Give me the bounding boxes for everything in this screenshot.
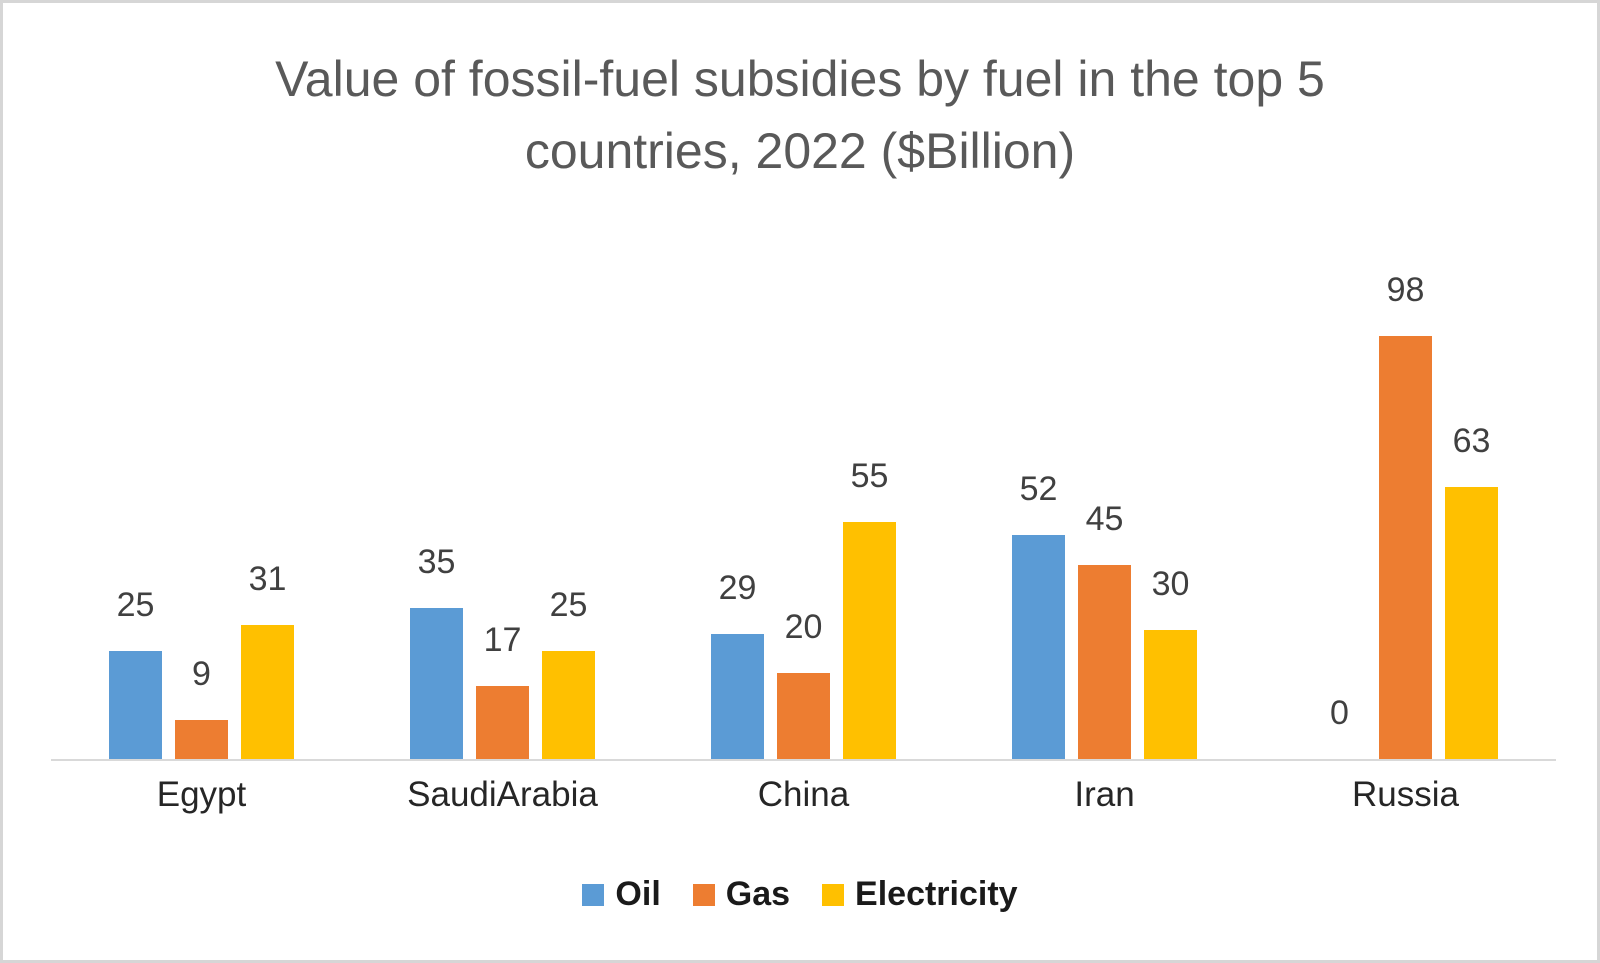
legend-item-oil: Oil [582,875,661,914]
bar-electricity-egypt [241,625,294,759]
data-label-gas-russia: 98 [1386,271,1425,309]
data-label-gas-china: 20 [784,608,823,646]
category-label-saudiarabia: SaudiArabia [407,775,598,814]
bar-group-china: 29 20 55 [653,233,954,759]
chart-title-line-2: countries, 2022 ($Billion) [524,123,1076,179]
bar-wrap-oil-iran: 52 [1012,469,1065,759]
legend-item-gas: Gas [692,875,791,914]
bar-wrap-gas-iran: 45 [1078,499,1131,759]
bar-wrap-oil-saudiarabia: 35 [410,542,463,759]
bar-wrap-oil-russia: 0 [1313,693,1366,759]
data-label-electricity-russia: 63 [1452,422,1491,460]
data-label-oil-egypt: 25 [116,586,155,624]
data-label-oil-iran: 52 [1019,470,1058,508]
bar-electricity-iran [1144,630,1197,759]
data-label-electricity-egypt: 31 [248,560,287,598]
bar-group-egypt: 25 9 31 [51,233,352,759]
legend-swatch-icon-gas [692,883,715,906]
bar-gas-china [777,673,830,759]
bar-wrap-gas-russia: 98 [1379,270,1432,759]
legend-swatch-icon-oil [582,883,605,906]
data-label-gas-egypt: 9 [192,655,211,693]
data-label-oil-saudiarabia: 35 [417,543,456,581]
data-label-electricity-china: 55 [850,457,889,495]
bar-wrap-oil-egypt: 25 [109,585,162,759]
bar-wrap-oil-china: 29 [711,568,764,759]
bar-electricity-saudiarabia [542,651,595,759]
bar-oil-iran [1012,535,1065,759]
legend-item-electricity: Electricity [822,875,1018,914]
legend-label-oil: Oil [615,875,661,913]
legend-swatch-icon-electricity [822,883,845,906]
data-label-oil-russia: 0 [1330,694,1349,732]
legend-label-electricity: Electricity [855,875,1018,913]
chart-title: Value of fossil-fuel subsidies by fuel i… [3,43,1597,187]
bar-wrap-electricity-iran: 30 [1144,564,1197,759]
bar-oil-china [711,634,764,759]
category-label-russia: Russia [1352,775,1459,814]
category-label-china: China [757,775,850,814]
bar-gas-russia [1379,336,1432,759]
bar-gas-saudiarabia [476,686,529,759]
bar-group-saudiarabia: 35 17 25 [352,233,653,759]
bar-wrap-electricity-egypt: 31 [241,559,294,759]
bar-wrap-gas-saudiarabia: 17 [476,620,529,759]
legend-label-gas: Gas [725,875,791,913]
data-label-gas-iran: 45 [1085,500,1124,538]
bar-wrap-electricity-saudiarabia: 25 [542,585,595,759]
data-label-gas-saudiarabia: 17 [483,621,522,659]
plot-area: 25 9 31 35 17 25 29 20 55 52 45 30 0 98 63 [51,233,1556,761]
bar-oil-saudiarabia [410,608,463,759]
category-label-iran: Iran [1074,775,1135,814]
chart-title-line-1: Value of fossil-fuel subsidies by fuel i… [275,51,1325,107]
bar-gas-egypt [175,720,228,759]
category-label-egypt: Egypt [156,775,247,814]
bar-electricity-china [843,522,896,759]
bar-wrap-electricity-china: 55 [843,456,896,759]
category-axis-labels: Egypt SaudiArabia China Iran Russia [51,775,1556,815]
bar-wrap-electricity-russia: 63 [1445,421,1498,759]
bar-group-iran: 52 45 30 [954,233,1255,759]
bar-wrap-gas-china: 20 [777,607,830,759]
bar-wrap-gas-egypt: 9 [175,654,228,759]
legend: Oil Gas Electricity [3,875,1597,914]
data-label-electricity-saudiarabia: 25 [549,586,588,624]
bar-electricity-russia [1445,487,1498,759]
data-label-electricity-iran: 30 [1151,565,1190,603]
bar-oil-egypt [109,651,162,759]
data-label-oil-china: 29 [718,569,757,607]
bar-gas-iran [1078,565,1131,759]
bar-group-russia: 0 98 63 [1255,233,1556,759]
